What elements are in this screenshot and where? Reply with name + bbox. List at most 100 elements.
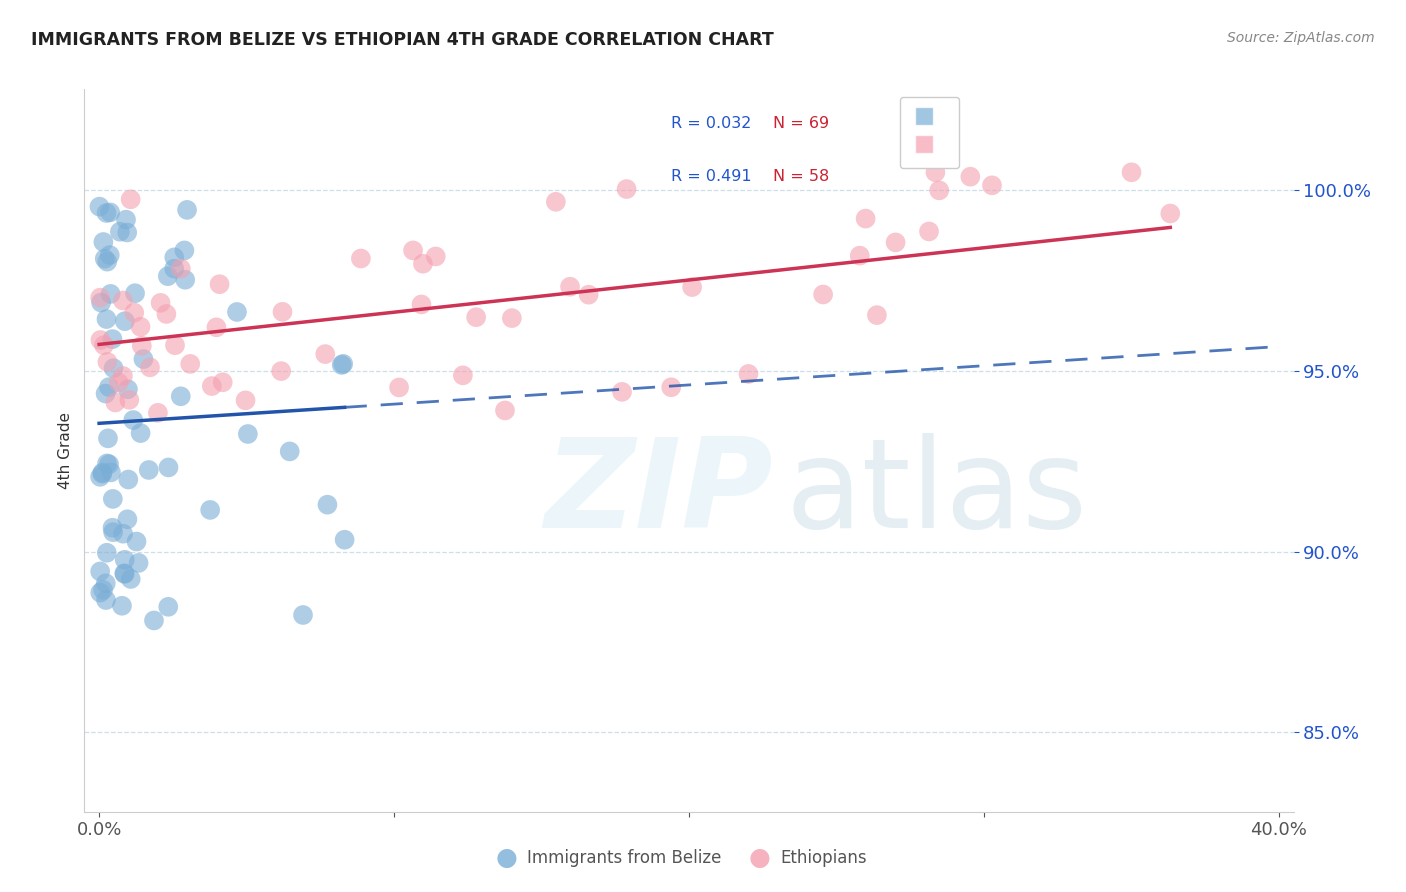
Point	[89, 565, 111, 579]
Point	[104, 395, 127, 409]
Point	[332, 357, 354, 371]
Point	[146, 406, 169, 420]
Point	[681, 280, 703, 294]
Point	[411, 297, 433, 311]
Point	[173, 244, 195, 258]
Text: N = 69: N = 69	[773, 116, 830, 130]
Point	[884, 235, 907, 250]
Point	[156, 269, 179, 284]
Point	[112, 526, 135, 541]
Point	[170, 389, 193, 403]
Point	[114, 566, 136, 581]
Point	[111, 369, 134, 384]
Point	[176, 202, 198, 217]
Point	[91, 467, 114, 481]
Point	[111, 599, 134, 613]
Point	[236, 427, 259, 442]
Point	[163, 338, 186, 352]
Point	[198, 503, 221, 517]
Point	[163, 251, 186, 265]
Point	[114, 314, 136, 328]
Text: IMMIGRANTS FROM BELIZE VS ETHIOPIAN 4TH GRADE CORRELATION CHART: IMMIGRANTS FROM BELIZE VS ETHIOPIAN 4TH …	[31, 31, 773, 49]
Point	[333, 533, 356, 547]
Point	[97, 431, 120, 445]
Point	[96, 312, 118, 326]
Point	[494, 403, 516, 417]
Point	[314, 347, 336, 361]
Point	[129, 319, 152, 334]
Point	[330, 358, 353, 372]
Point	[163, 261, 186, 276]
Point	[120, 192, 142, 206]
Point	[131, 339, 153, 353]
Point	[101, 332, 124, 346]
Point	[866, 308, 889, 322]
Point	[107, 376, 129, 390]
Point	[117, 512, 139, 526]
Point	[292, 607, 315, 622]
Point	[544, 194, 567, 209]
Point	[94, 576, 117, 591]
Point	[129, 426, 152, 441]
Point	[98, 380, 121, 394]
Point	[811, 287, 834, 301]
Point	[91, 466, 114, 480]
Point	[139, 360, 162, 375]
Point	[174, 273, 197, 287]
Point	[350, 252, 373, 266]
Point	[96, 355, 118, 369]
Point	[112, 566, 135, 581]
Point	[616, 182, 638, 196]
Text: Source: ZipAtlas.com: Source: ZipAtlas.com	[1227, 31, 1375, 45]
Point	[558, 279, 581, 293]
Point	[96, 254, 118, 268]
Point	[90, 295, 112, 310]
Point	[924, 165, 946, 179]
Point	[1121, 165, 1143, 179]
Point	[115, 212, 138, 227]
Point	[93, 235, 115, 249]
Point	[96, 457, 118, 471]
Point	[465, 310, 488, 325]
Text: ●: ●	[748, 847, 770, 870]
Point	[1159, 206, 1181, 220]
Point	[278, 444, 301, 458]
Point	[124, 286, 146, 301]
Legend: , : ,	[900, 97, 959, 168]
Point	[96, 206, 118, 220]
Point	[117, 473, 139, 487]
Point	[211, 376, 233, 390]
Point	[149, 296, 172, 310]
Point	[94, 593, 117, 607]
Point	[501, 311, 523, 326]
Point	[115, 226, 138, 240]
Point	[271, 305, 294, 319]
Y-axis label: 4th Grade: 4th Grade	[58, 412, 73, 489]
Point	[425, 249, 447, 263]
Point	[120, 572, 142, 586]
Point	[205, 320, 228, 334]
Point	[96, 546, 118, 560]
Point	[132, 352, 155, 367]
Point	[93, 338, 115, 352]
Point	[959, 169, 981, 184]
Point	[98, 205, 121, 219]
Point	[101, 525, 124, 540]
Point	[122, 413, 145, 427]
Point	[128, 556, 150, 570]
Point	[125, 534, 148, 549]
Point	[98, 457, 121, 471]
Point	[118, 392, 141, 407]
Point	[855, 211, 877, 226]
Point	[270, 364, 292, 378]
Point	[610, 384, 633, 399]
Point	[201, 379, 224, 393]
Point	[101, 491, 124, 506]
Point	[98, 248, 121, 262]
Text: R = 0.491: R = 0.491	[671, 169, 751, 184]
Text: atlas: atlas	[786, 434, 1088, 554]
Point	[89, 200, 111, 214]
Point	[737, 367, 759, 381]
Point	[848, 249, 870, 263]
Point	[157, 599, 180, 614]
